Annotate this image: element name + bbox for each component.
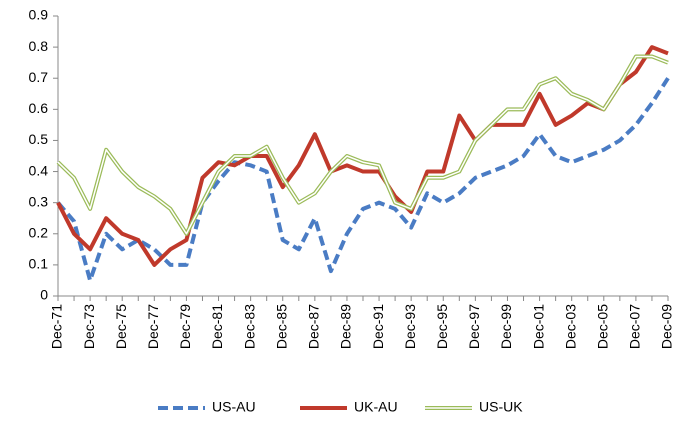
y-tick-label: 0.3 (29, 193, 49, 209)
line (56, 77, 670, 283)
x-tick-label: Dec-79 (177, 304, 193, 349)
x-tick-label: Dec-87 (306, 304, 322, 349)
y-tick-label: 0.2 (29, 224, 49, 240)
y-tick-label: 0.8 (29, 38, 49, 54)
x-tick-label: Dec-97 (466, 304, 482, 349)
x-tick-label: Dec-93 (402, 304, 418, 349)
y-tick-label: 0 (40, 287, 48, 303)
y-tick-label: 0.7 (29, 69, 49, 85)
y-tick-label: 0.4 (29, 162, 49, 178)
x-tick-label: Dec-71 (49, 304, 65, 349)
x-tick-label: Dec-89 (338, 304, 354, 349)
x-tick-label: Dec-81 (209, 304, 225, 349)
x-tick-label: Dec-01 (530, 304, 546, 349)
x-tick-label: Dec-83 (241, 304, 257, 349)
x-tick-label: Dec-05 (594, 304, 610, 349)
line-inner (57, 55, 669, 235)
x-tick-label: Dec-03 (562, 304, 578, 349)
x-tick-label: Dec-75 (113, 304, 129, 349)
y-tick-label: 0.1 (29, 256, 49, 272)
x-tick-label: Dec-85 (273, 304, 289, 349)
x-tick-label: Dec-77 (145, 304, 161, 349)
legend-label: US-UK (479, 399, 523, 415)
x-tick-label: Dec-95 (434, 304, 450, 349)
x-tick-label: Dec-91 (370, 304, 386, 349)
legend-label: US-AU (212, 399, 256, 415)
x-tick-label: Dec-07 (627, 304, 643, 349)
x-tick-label: Dec-73 (81, 304, 97, 349)
x-tick-label: Dec-09 (659, 304, 673, 349)
y-tick-label: 0.6 (29, 100, 49, 116)
legend-label: UK-AU (354, 399, 398, 415)
y-tick-label: 0.9 (29, 7, 49, 23)
y-tick-label: 0.5 (29, 131, 49, 147)
x-tick-label: Dec-99 (498, 304, 514, 349)
line (56, 45, 669, 267)
